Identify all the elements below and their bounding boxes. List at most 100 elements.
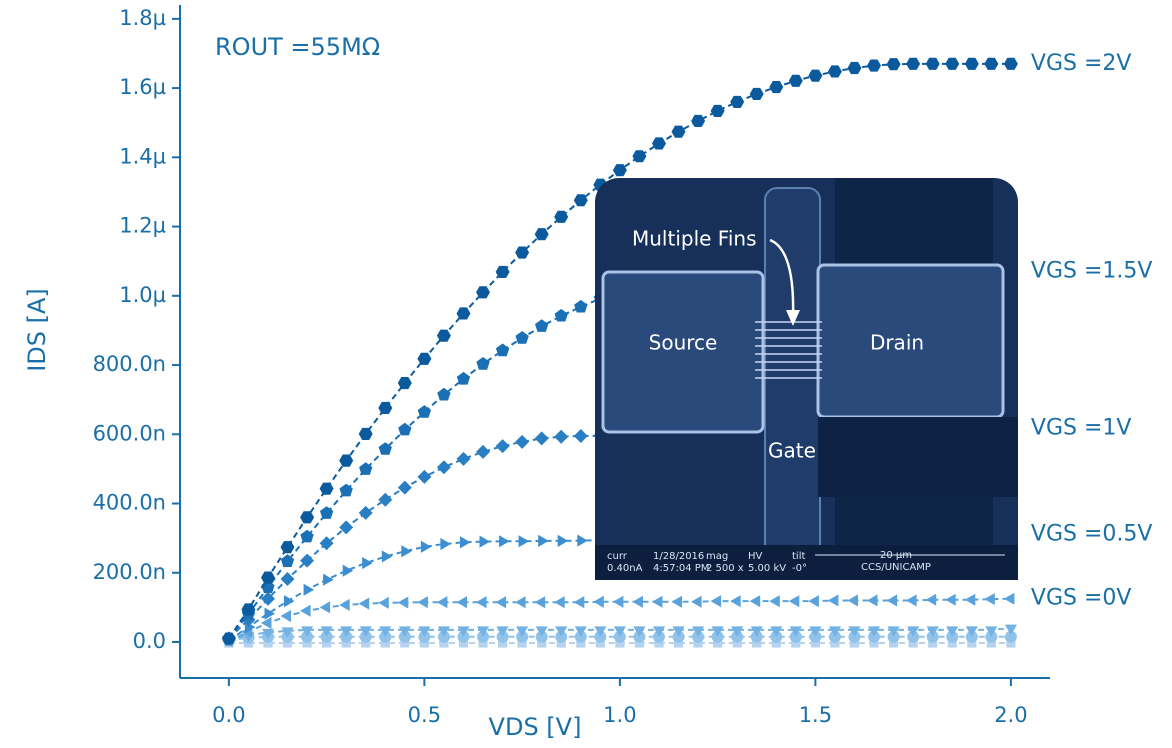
- marker: [437, 596, 448, 608]
- marker: [535, 596, 546, 608]
- marker: [457, 372, 470, 385]
- series-label: VGS =1.5V: [1031, 259, 1153, 284]
- marker: [730, 96, 744, 108]
- marker: [848, 62, 862, 74]
- series-label: VGS =0.5V: [1031, 522, 1153, 547]
- marker: [535, 319, 548, 332]
- marker: [496, 344, 509, 357]
- marker: [457, 452, 471, 466]
- gate-strip: [765, 188, 820, 573]
- y-tick-label: 1.2µ: [119, 214, 166, 238]
- marker: [476, 357, 489, 370]
- y-tick-label: 1.0µ: [119, 283, 166, 307]
- marker: [672, 126, 686, 138]
- marker: [926, 594, 937, 606]
- marker: [554, 596, 565, 608]
- marker: [359, 506, 373, 520]
- marker: [496, 596, 507, 608]
- inset-footer-text: tilt: [792, 551, 805, 562]
- inset-footer-text: mag: [706, 551, 728, 562]
- marker: [965, 594, 976, 606]
- marker: [789, 595, 800, 607]
- marker: [867, 60, 881, 72]
- marker: [1004, 593, 1015, 605]
- y-axis-label: IDS [A]: [23, 288, 51, 372]
- marker: [378, 493, 392, 507]
- marker: [593, 596, 604, 608]
- inset-footer-text: -0°: [792, 563, 807, 574]
- marker: [558, 535, 569, 547]
- marker: [476, 596, 487, 608]
- marker: [577, 535, 588, 547]
- marker: [613, 596, 624, 608]
- marker: [1004, 58, 1018, 70]
- y-tick-label: 1.8µ: [119, 6, 166, 30]
- marker: [417, 470, 431, 484]
- x-tick-label: 0.0: [212, 703, 245, 727]
- inset-footer-text: curr: [607, 551, 628, 562]
- x-axis-label: VDS [V]: [489, 713, 582, 741]
- marker: [519, 535, 530, 547]
- inset-label: Drain: [870, 331, 924, 355]
- marker: [574, 300, 587, 313]
- inset-footer-text: CCS/UNICAMP: [861, 562, 931, 573]
- marker: [965, 58, 979, 70]
- marker: [378, 402, 392, 414]
- marker: [339, 455, 353, 467]
- y-tick-label: 800.0n: [93, 352, 166, 376]
- marker: [281, 610, 292, 622]
- marker: [421, 541, 432, 553]
- marker: [398, 377, 412, 389]
- marker: [574, 596, 585, 608]
- marker: [750, 595, 761, 607]
- series-label: VGS =1V: [1031, 416, 1132, 441]
- marker: [300, 511, 314, 523]
- marker: [828, 65, 842, 77]
- drain-lower: [818, 417, 1018, 497]
- marker: [480, 536, 491, 548]
- marker: [304, 584, 315, 596]
- marker: [730, 595, 741, 607]
- marker: [417, 353, 431, 365]
- marker: [769, 595, 780, 607]
- marker: [887, 594, 898, 606]
- marker: [320, 483, 334, 495]
- inset-label: Source: [649, 331, 718, 355]
- series-label: VGS =0V: [1031, 586, 1132, 611]
- y-tick-label: 1.6µ: [119, 75, 166, 99]
- marker: [672, 596, 683, 608]
- inset: Multiple FinsSourceDrainGatecurr0.40nA1/…: [595, 178, 1018, 580]
- marker: [437, 460, 451, 474]
- marker: [362, 557, 373, 569]
- marker: [398, 597, 409, 609]
- x-tick-label: 1.5: [799, 703, 832, 727]
- marker: [769, 81, 783, 93]
- marker: [535, 228, 549, 240]
- marker: [499, 535, 510, 547]
- y-tick-label: 600.0n: [93, 421, 166, 445]
- marker: [516, 331, 529, 344]
- marker: [906, 58, 920, 70]
- marker: [887, 58, 901, 70]
- y-tick-label: 200.0n: [93, 560, 166, 584]
- marker: [460, 536, 471, 548]
- marker: [515, 435, 529, 449]
- marker: [867, 594, 878, 606]
- marker: [300, 605, 311, 617]
- marker: [476, 445, 490, 459]
- marker: [945, 58, 959, 70]
- marker: [808, 595, 819, 607]
- marker: [632, 596, 643, 608]
- marker: [440, 538, 451, 550]
- marker: [538, 535, 549, 547]
- marker: [378, 597, 389, 609]
- page: ROUT =55MΩ VDS [V] IDS [A] 0.0200.0n400.…: [0, 0, 1172, 748]
- marker: [555, 309, 568, 322]
- marker: [284, 595, 295, 607]
- annotation: ROUT =55MΩ: [215, 33, 380, 61]
- inset-footer-text: 4:57:04 PM: [653, 563, 709, 574]
- y-tick-label: 0.0: [133, 629, 166, 653]
- marker: [711, 595, 722, 607]
- marker: [574, 429, 588, 443]
- marker: [984, 593, 995, 605]
